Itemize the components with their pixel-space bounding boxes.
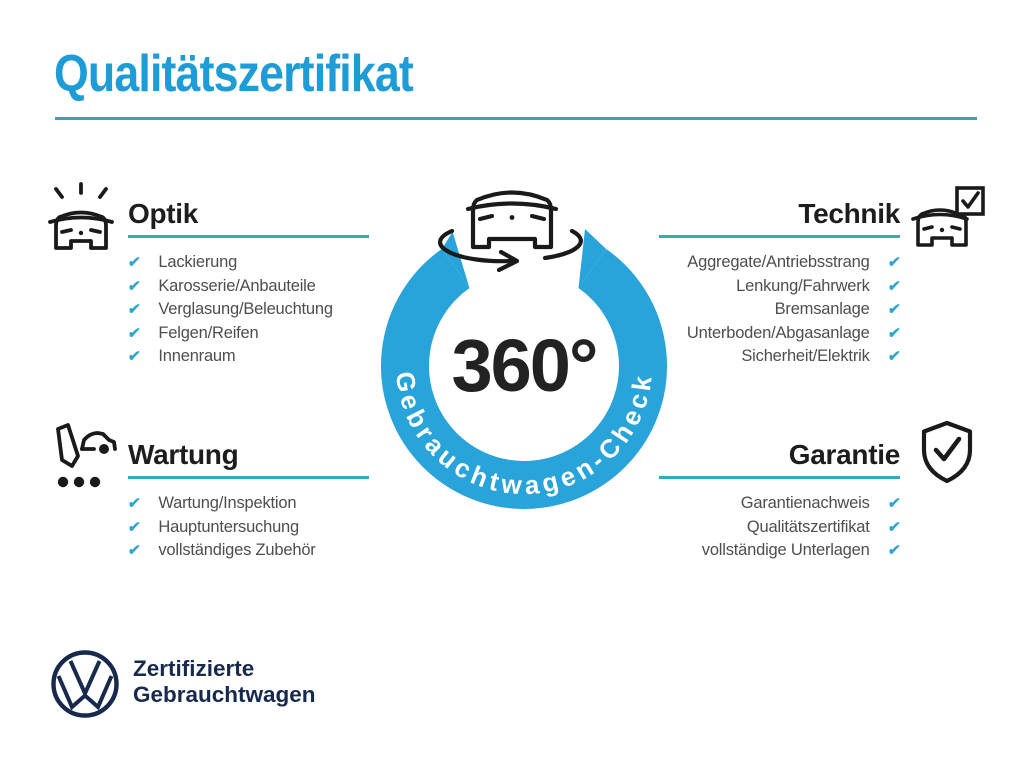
section-technik: Technik ✔ Aggregate/Antriebsstrang ✔ Lenku… <box>659 198 901 369</box>
degree-label: 360° <box>451 324 598 407</box>
section-rule <box>128 235 369 238</box>
check-item-label: Innenraum <box>158 347 236 365</box>
check-item-label: Lackierung <box>158 253 238 271</box>
pencil-car-icon <box>56 423 117 488</box>
check-item-label: vollständiges Zubehör <box>158 541 316 559</box>
check-icon: ✔ <box>886 495 901 512</box>
list-item: ✔ Verglasung/Beleuchtung <box>127 298 369 322</box>
list-item: ✔ Sicherheit/Elektrik <box>659 345 901 369</box>
section-rule <box>659 476 900 479</box>
section-title: Wartung <box>128 439 239 470</box>
section-rule <box>128 476 369 479</box>
section-title: Technik <box>798 198 900 229</box>
list-item: ✔ Unterboden/Abgasanlage <box>659 322 901 346</box>
section-title: Optik <box>128 198 199 229</box>
check-item-label: Aggregate/Antriebsstrang <box>687 253 870 271</box>
list-item: ✔ vollständiges Zubehör <box>127 539 369 563</box>
check-item-label: Garantienachweis <box>740 494 870 512</box>
check-icon: ✔ <box>127 348 142 365</box>
list-item: ✔ Innenraum <box>127 345 369 369</box>
list-item: ✔ Bremsanlage <box>659 298 901 322</box>
check-icon: ✔ <box>127 324 142 342</box>
footer-label-line1: Zertifizierte <box>133 656 255 681</box>
check-item-label: Hauptuntersuchung <box>158 517 299 536</box>
car-checkbox-icon <box>911 186 985 247</box>
section-garantie: Garantie ✔ Garantienachweis ✔ Qualitätszer… <box>659 439 901 563</box>
check-icon: ✔ <box>886 324 901 342</box>
check-item-label: Wartung/Inspektion <box>158 494 297 512</box>
check-icon: ✔ <box>127 518 142 536</box>
section-wartung: Wartung ✔ Wartung/Inspektion ✔ Hauptunters… <box>127 439 369 563</box>
check-icon: ✔ <box>127 495 142 512</box>
list-item: ✔ Aggregate/Antriebsstrang <box>659 251 901 275</box>
checklist: ✔ Aggregate/Antriebsstrang ✔ Lenkung/Fahrw… <box>659 251 901 369</box>
checklist: ✔ Garantienachweis ✔ Qualitätszertifikat ✔… <box>659 492 901 563</box>
check-item-label: Sicherheit/Elektrik <box>741 347 870 365</box>
list-item: ✔ Lenkung/Fahrwerk <box>659 275 901 299</box>
section-title: Garantie <box>788 439 901 470</box>
car-rotation-icon <box>438 190 583 273</box>
ring-tip-right <box>578 229 606 289</box>
title-rule <box>55 117 977 120</box>
check-icon: ✔ <box>886 348 901 365</box>
check-icon: ✔ <box>886 542 901 559</box>
list-item: ✔ vollständige Unterlagen <box>659 539 901 563</box>
list-item: ✔ Karosserie/Anbauteile <box>127 275 369 299</box>
check-icon: ✔ <box>886 518 901 536</box>
section-rule <box>659 235 900 238</box>
check-icon: ✔ <box>127 277 142 295</box>
car-shine-icon <box>48 182 114 250</box>
list-item: ✔ Lackierung <box>127 251 369 275</box>
page-title: Qualitätszertifikat <box>54 45 414 103</box>
check-icon: ✔ <box>127 301 142 318</box>
check-icon: ✔ <box>886 301 901 318</box>
section-optik: Optik ✔ Lackierung ✔ Karosserie/Anbauteile… <box>127 198 369 369</box>
check-icon: ✔ <box>886 254 901 271</box>
footer-label: Zertifizierte Gebrauchtwagen <box>133 656 316 707</box>
ring-arc <box>381 248 667 509</box>
check-item-label: Karosserie/Anbauteile <box>158 276 316 295</box>
check-icon: ✔ <box>886 277 901 295</box>
check-item-label: Felgen/Reifen <box>158 323 259 342</box>
list-item: ✔ Wartung/Inspektion <box>127 492 369 516</box>
list-item: ✔ Qualitätszertifikat <box>659 516 901 540</box>
list-item: ✔ Hauptuntersuchung <box>127 516 369 540</box>
checklist: ✔ Wartung/Inspektion ✔ Hauptuntersuchung ✔… <box>127 492 369 563</box>
check-item-label: Unterboden/Abgasanlage <box>686 323 870 342</box>
ring-tip-left <box>442 231 470 289</box>
vw-logo <box>51 650 119 718</box>
checklist: ✔ Lackierung ✔ Karosserie/Anbauteile ✔ Verg… <box>127 251 369 369</box>
check-item-label: Verglasung/Beleuchtung <box>158 300 333 318</box>
360-check-badge: Gebrauchtwagen-Check <box>381 190 667 509</box>
check-item-label: Lenkung/Fahrwerk <box>736 276 870 295</box>
check-icon: ✔ <box>127 254 142 271</box>
check-item-label: Qualitätszertifikat <box>746 517 870 536</box>
check-icon: ✔ <box>127 542 142 559</box>
list-item: ✔ Garantienachweis <box>659 492 901 516</box>
list-item: ✔ Felgen/Reifen <box>127 322 369 346</box>
check-item-label: vollständige Unterlagen <box>701 541 870 559</box>
shield-check-icon <box>921 420 973 484</box>
check-item-label: Bremsanlage <box>774 300 870 318</box>
footer-label-line2: Gebrauchtwagen <box>133 681 316 707</box>
